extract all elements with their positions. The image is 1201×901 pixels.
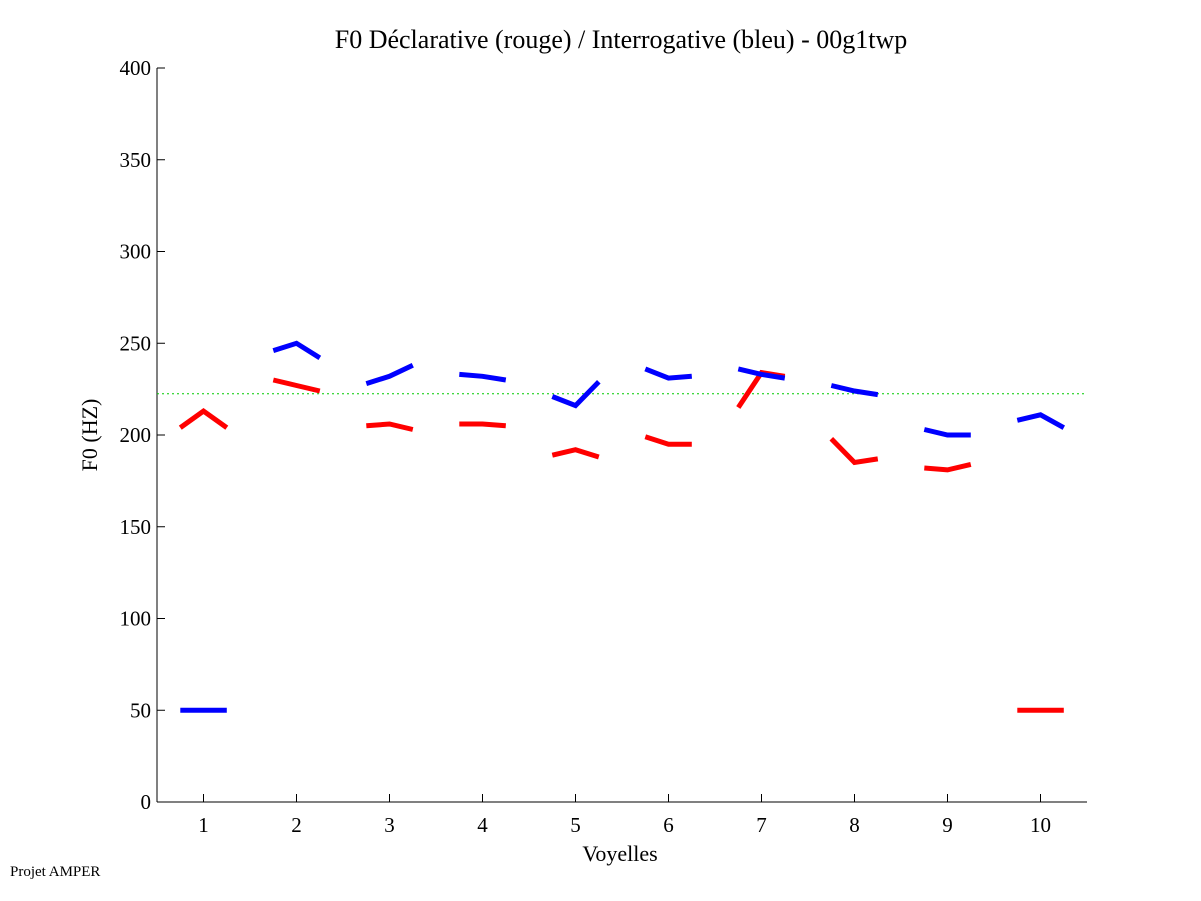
x-tick-label: 3: [384, 813, 395, 837]
y-tick-label: 300: [120, 240, 152, 264]
x-tick-label: 9: [942, 813, 953, 837]
y-tick-label: 250: [120, 331, 152, 355]
y-tick-label: 400: [120, 56, 152, 80]
plot-area: 0 50 100 150 200 250 300 350 400 1 2 3 4 5 6 7 8 9 10: [120, 56, 1087, 837]
declarative-segment-v8: [829, 436, 879, 466]
y-tick-label: 350: [120, 148, 152, 172]
declarative-segment-v5: [551, 447, 600, 460]
declarative-segment-v9: [924, 461, 972, 473]
interrogative-segment-v8: [830, 383, 879, 398]
declarative-segment-v2: [272, 377, 321, 394]
x-tick-label: 5: [570, 813, 581, 837]
declarative-segment-v1: [178, 408, 229, 430]
interrogative-segment-v4: [459, 371, 507, 383]
x-tick-label: 6: [663, 813, 674, 837]
declarative-segment-v3: [366, 421, 414, 432]
y-tick-label: 50: [130, 698, 151, 722]
chart-title: F0 Déclarative (rouge) / Interrogative (…: [335, 25, 908, 54]
interrogative-segment-v3: [365, 363, 414, 386]
y-tick-label: 200: [120, 423, 152, 447]
x-tick-label: 10: [1030, 813, 1051, 837]
y-axis-label: F0 (HZ): [77, 399, 102, 472]
footer-credit: Projet AMPER: [10, 864, 101, 880]
interrogative-segment-v6: [644, 366, 692, 381]
y-tick-label: 100: [120, 607, 152, 631]
interrogative-segment-v5: [551, 380, 601, 409]
interrogative-segment-v10: [1016, 412, 1066, 430]
x-tick-label: 1: [198, 813, 209, 837]
x-tick-label: 4: [477, 813, 488, 837]
interrogative-segment-v7: [737, 366, 786, 381]
declarative-segment-v4: [459, 421, 506, 429]
y-tick-label: 0: [141, 790, 152, 814]
x-tick-label: 8: [849, 813, 860, 837]
y-tick-label: 150: [120, 515, 152, 539]
x-tick-label: 7: [756, 813, 767, 837]
x-axis-label: Voyelles: [582, 841, 657, 866]
interrogative-segment-v9: [923, 427, 971, 438]
interrogative-segment-v2: [272, 340, 322, 361]
declarative-segment-v6: [644, 434, 692, 447]
x-tick-label: 2: [291, 813, 302, 837]
